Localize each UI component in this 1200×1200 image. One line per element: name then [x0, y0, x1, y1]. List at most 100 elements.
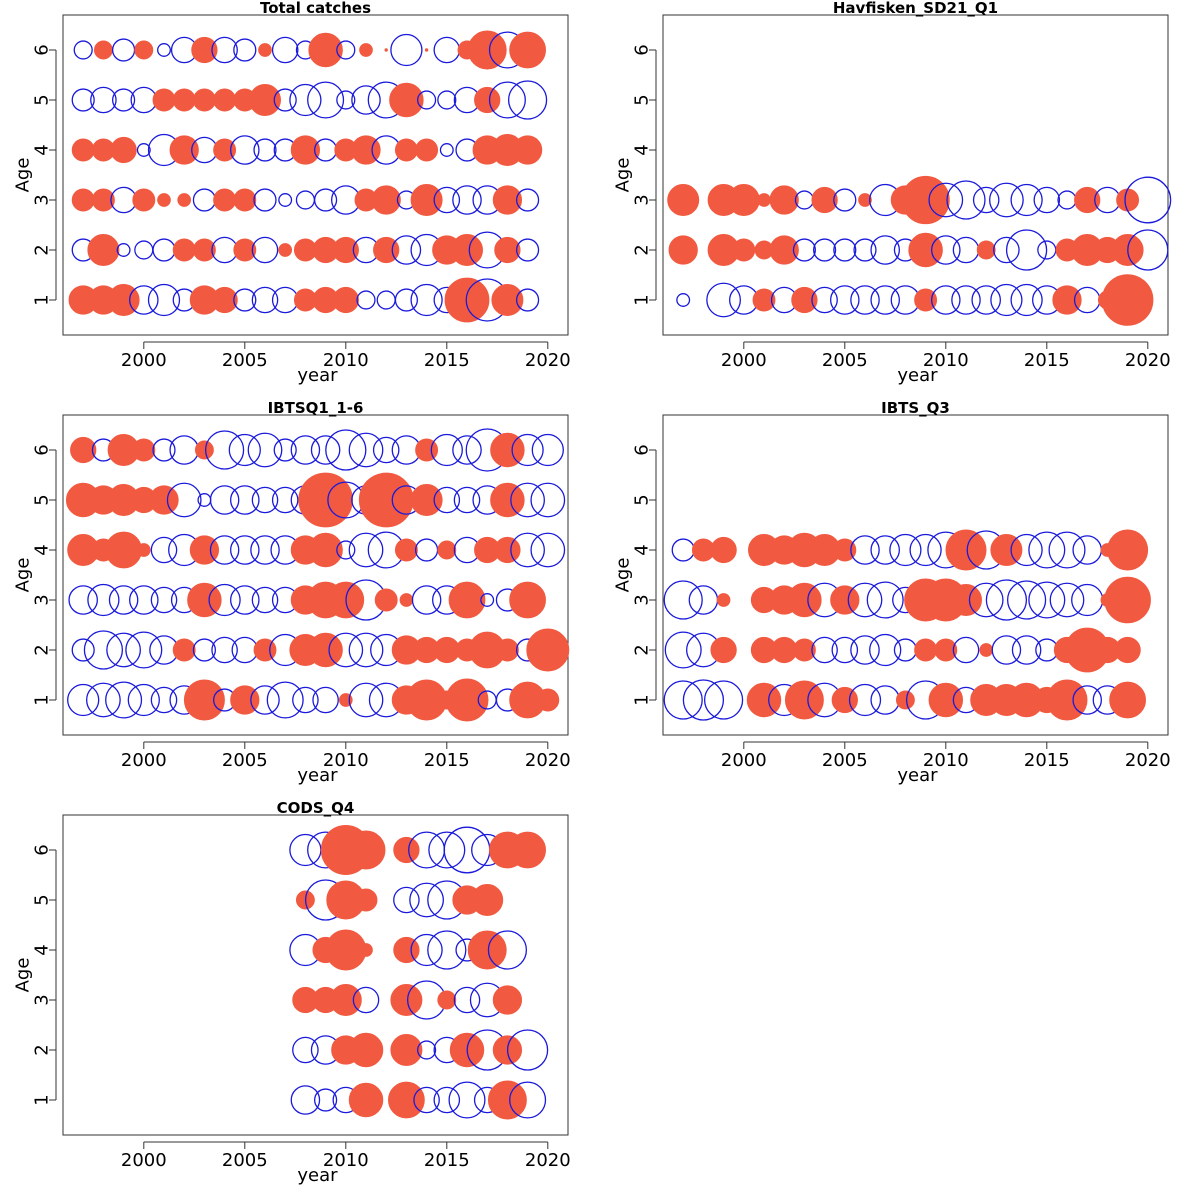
- residual-bubble: [295, 190, 315, 210]
- residual-bubble: [506, 1029, 549, 1071]
- residual-bubble: [390, 984, 423, 1016]
- residual-bubble: [290, 435, 321, 465]
- residual-bubble: [192, 238, 216, 262]
- residual-bubble: [371, 185, 401, 215]
- residual-bubble: [664, 631, 702, 669]
- residual-bubble: [332, 286, 359, 314]
- residual-bubble: [134, 40, 154, 60]
- y-axis-label: Age: [13, 158, 34, 193]
- residual-bubble: [971, 285, 1001, 315]
- residual-bubble: [87, 234, 120, 266]
- panel-title: IBTS_Q3: [881, 399, 950, 417]
- residual-bubble: [197, 493, 212, 507]
- y-tick-label: 2: [32, 1044, 53, 1055]
- residual-bubble: [376, 290, 396, 310]
- residual-bubble: [351, 85, 381, 115]
- residual-bubble: [393, 936, 420, 964]
- residual-bubble: [830, 285, 860, 315]
- residual-bubble: [909, 533, 942, 567]
- residual-bubble: [448, 1081, 486, 1119]
- y-tick-label: 1: [32, 694, 53, 705]
- residual-bubble: [901, 175, 950, 225]
- x-axis-label: year: [297, 765, 338, 786]
- residual-bubble: [895, 690, 915, 710]
- residual-bubble: [108, 585, 139, 615]
- residual-bubble: [952, 236, 980, 264]
- residual-bubble: [812, 238, 837, 262]
- residual-bubble: [934, 638, 958, 662]
- residual-bubble: [451, 234, 483, 266]
- residual-bubble: [352, 986, 380, 1014]
- y-tick-label: 3: [32, 994, 53, 1005]
- residual-bubble: [271, 36, 299, 64]
- residual-bubble: [150, 686, 178, 714]
- residual-bubble: [230, 135, 260, 165]
- residual-bubble: [389, 82, 424, 118]
- residual-bubble: [509, 31, 546, 69]
- residual-bubble: [1057, 190, 1077, 210]
- residual-bubble: [187, 582, 222, 618]
- y-tick-label: 5: [32, 494, 53, 505]
- residual-bubble: [1033, 186, 1061, 214]
- x-axis-label: year: [897, 765, 938, 786]
- residual-bubble: [494, 236, 521, 264]
- residual-bubble: [437, 540, 457, 560]
- residual-bubble: [308, 532, 343, 568]
- residual-bubble: [393, 836, 420, 864]
- residual-bubble: [448, 581, 486, 619]
- x-tick-label: 2020: [525, 1150, 571, 1171]
- residual-bubble: [106, 632, 141, 668]
- residual-bubble: [811, 186, 838, 214]
- residual-bubble: [488, 81, 526, 119]
- residual-bubble: [1114, 636, 1141, 664]
- residual-bubble: [172, 88, 196, 112]
- residual-bubble: [192, 88, 216, 112]
- residual-bubble: [290, 1085, 321, 1115]
- x-tick-label: 2000: [121, 750, 167, 771]
- residual-bubble: [289, 83, 322, 117]
- x-tick-label: 2010: [323, 1150, 369, 1171]
- residual-bubble: [467, 30, 507, 70]
- residual-bubble: [870, 685, 900, 715]
- residual-bubble: [73, 40, 93, 60]
- residual-bubble: [336, 90, 356, 110]
- residual-bubble: [757, 193, 771, 207]
- residual-bubble: [931, 285, 961, 315]
- residual-bubble: [134, 240, 154, 260]
- panel-4: IBTS_Q3 2000 2005 2010 2015 2020 year 1 2 3 4 5 6 Age: [613, 399, 1171, 786]
- residual-bubble: [452, 185, 482, 215]
- y-tick-label: 3: [632, 194, 653, 205]
- residual-bubble: [410, 283, 443, 317]
- residual-bubble: [253, 638, 277, 662]
- y-axis-label: Age: [13, 958, 34, 993]
- residual-bubble: [671, 538, 695, 562]
- residual-bubble: [985, 579, 1028, 621]
- residual-bubble: [811, 636, 838, 664]
- residual-bubble: [752, 288, 776, 312]
- x-tick-label: 2015: [1024, 350, 1070, 371]
- residual-bubble: [950, 584, 982, 616]
- panel-3: IBTSQ1_1-6 2000 2005 2010 2015 2020 year 1 2 3 4 5 6…: [13, 399, 571, 786]
- y-tick-label: 3: [32, 594, 53, 605]
- residual-bubble: [266, 681, 304, 719]
- residual-bubble: [1072, 535, 1102, 565]
- x-tick-label: 2015: [424, 750, 470, 771]
- residual-bubble: [271, 486, 299, 514]
- residual-bubble: [870, 285, 900, 315]
- residual-bubble: [211, 286, 238, 314]
- residual-bubble: [1071, 583, 1104, 617]
- residual-bubble: [209, 485, 240, 515]
- residual-bubble: [792, 638, 816, 662]
- residual-bubble: [208, 583, 241, 617]
- residual-bubble: [233, 288, 257, 312]
- residual-bubble: [928, 182, 964, 218]
- residual-bubble: [487, 1080, 527, 1120]
- residual-bubble: [445, 678, 489, 722]
- residual-bubble: [1049, 582, 1085, 618]
- residual-bubble: [86, 682, 121, 718]
- residual-bubble: [989, 182, 1024, 218]
- residual-bubble: [157, 43, 171, 57]
- x-tick-label: 2010: [923, 750, 969, 771]
- x-tick-label: 2000: [721, 750, 767, 771]
- residual-bubble: [979, 643, 994, 657]
